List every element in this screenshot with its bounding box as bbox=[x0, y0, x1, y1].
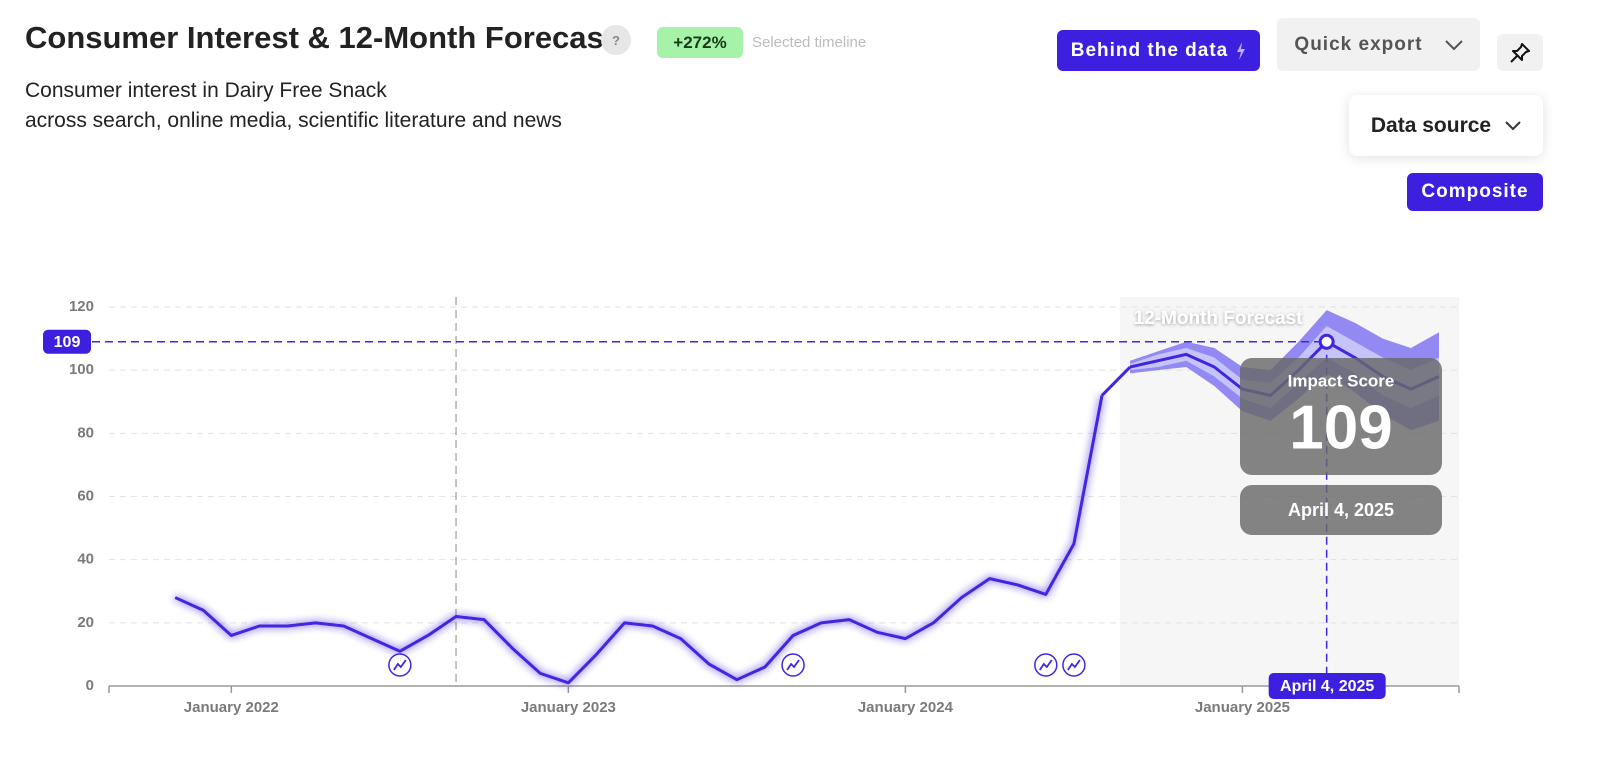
y-tick-label: 120 bbox=[69, 298, 94, 315]
change-badge: +272% bbox=[657, 27, 743, 58]
y-tick-label: 20 bbox=[77, 614, 94, 631]
pin-icon bbox=[1510, 42, 1530, 63]
button-label: Quick export bbox=[1294, 33, 1423, 55]
subtitle: across search, online media, scientific … bbox=[25, 109, 562, 132]
composite-button[interactable]: Composite bbox=[1407, 173, 1543, 211]
y-tick-label: 60 bbox=[77, 487, 94, 504]
event-icon bbox=[1039, 659, 1053, 671]
event-icon bbox=[786, 659, 800, 671]
tooltip-value: 109 bbox=[1289, 393, 1392, 462]
forecast-label: 12-Month Forecast bbox=[1134, 308, 1304, 329]
pin-button[interactable] bbox=[1497, 34, 1543, 71]
line bbox=[174, 395, 1104, 685]
change-caption: Selected timeline bbox=[752, 34, 867, 51]
bolt-icon bbox=[1237, 41, 1246, 60]
tooltip-date: April 4, 2025 bbox=[1288, 500, 1394, 520]
y-tick-label: 0 bbox=[86, 677, 94, 694]
subtitle: Consumer interest in Dairy Free Snack bbox=[25, 79, 387, 102]
x-highlight-label: April 4, 2025 bbox=[1280, 678, 1374, 695]
tooltip-title: Impact Score bbox=[1288, 371, 1395, 390]
event-marker bbox=[1034, 653, 1058, 677]
title: Consumer Interest & 12-Month Forecast bbox=[25, 20, 615, 55]
chevron-icon bbox=[1444, 39, 1463, 50]
data-source-dropdown[interactable]: Data source bbox=[1349, 95, 1543, 156]
x-tick-label: January 2025 bbox=[1195, 699, 1290, 716]
behind-the-data-button[interactable]: Behind the data bbox=[1057, 30, 1260, 71]
tooltip-box bbox=[1240, 358, 1442, 475]
x-tick-label: January 2024 bbox=[858, 699, 954, 716]
x-tick-label: January 2022 bbox=[184, 699, 279, 716]
forecast-inner-band bbox=[1130, 325, 1439, 409]
x-highlight-badge bbox=[1268, 673, 1386, 699]
y-highlight-badge bbox=[43, 329, 91, 354]
quick-export-button[interactable]: Quick export bbox=[1277, 18, 1480, 71]
event-icon bbox=[1067, 659, 1081, 671]
y-tick-label: 40 bbox=[77, 551, 94, 568]
button-label: Composite bbox=[1421, 181, 1529, 202]
y-tick-label: 100 bbox=[69, 361, 94, 378]
x-tick-label: January 2023 bbox=[521, 699, 616, 716]
dropdown-label: Data source bbox=[1370, 113, 1492, 137]
chevron-icon bbox=[1505, 120, 1521, 130]
line-join bbox=[1100, 365, 1132, 397]
highlight-point bbox=[1318, 333, 1335, 350]
button-label: Behind the data bbox=[1070, 39, 1229, 61]
event-marker bbox=[1062, 653, 1086, 677]
y-highlight-label: 109 bbox=[54, 334, 81, 351]
event-marker bbox=[388, 653, 412, 677]
tooltip-date-box bbox=[1240, 485, 1442, 535]
help-button[interactable]: ? bbox=[601, 25, 631, 55]
y-tick-label: 80 bbox=[77, 424, 94, 441]
event-icon bbox=[393, 659, 407, 671]
event-marker bbox=[781, 653, 805, 677]
